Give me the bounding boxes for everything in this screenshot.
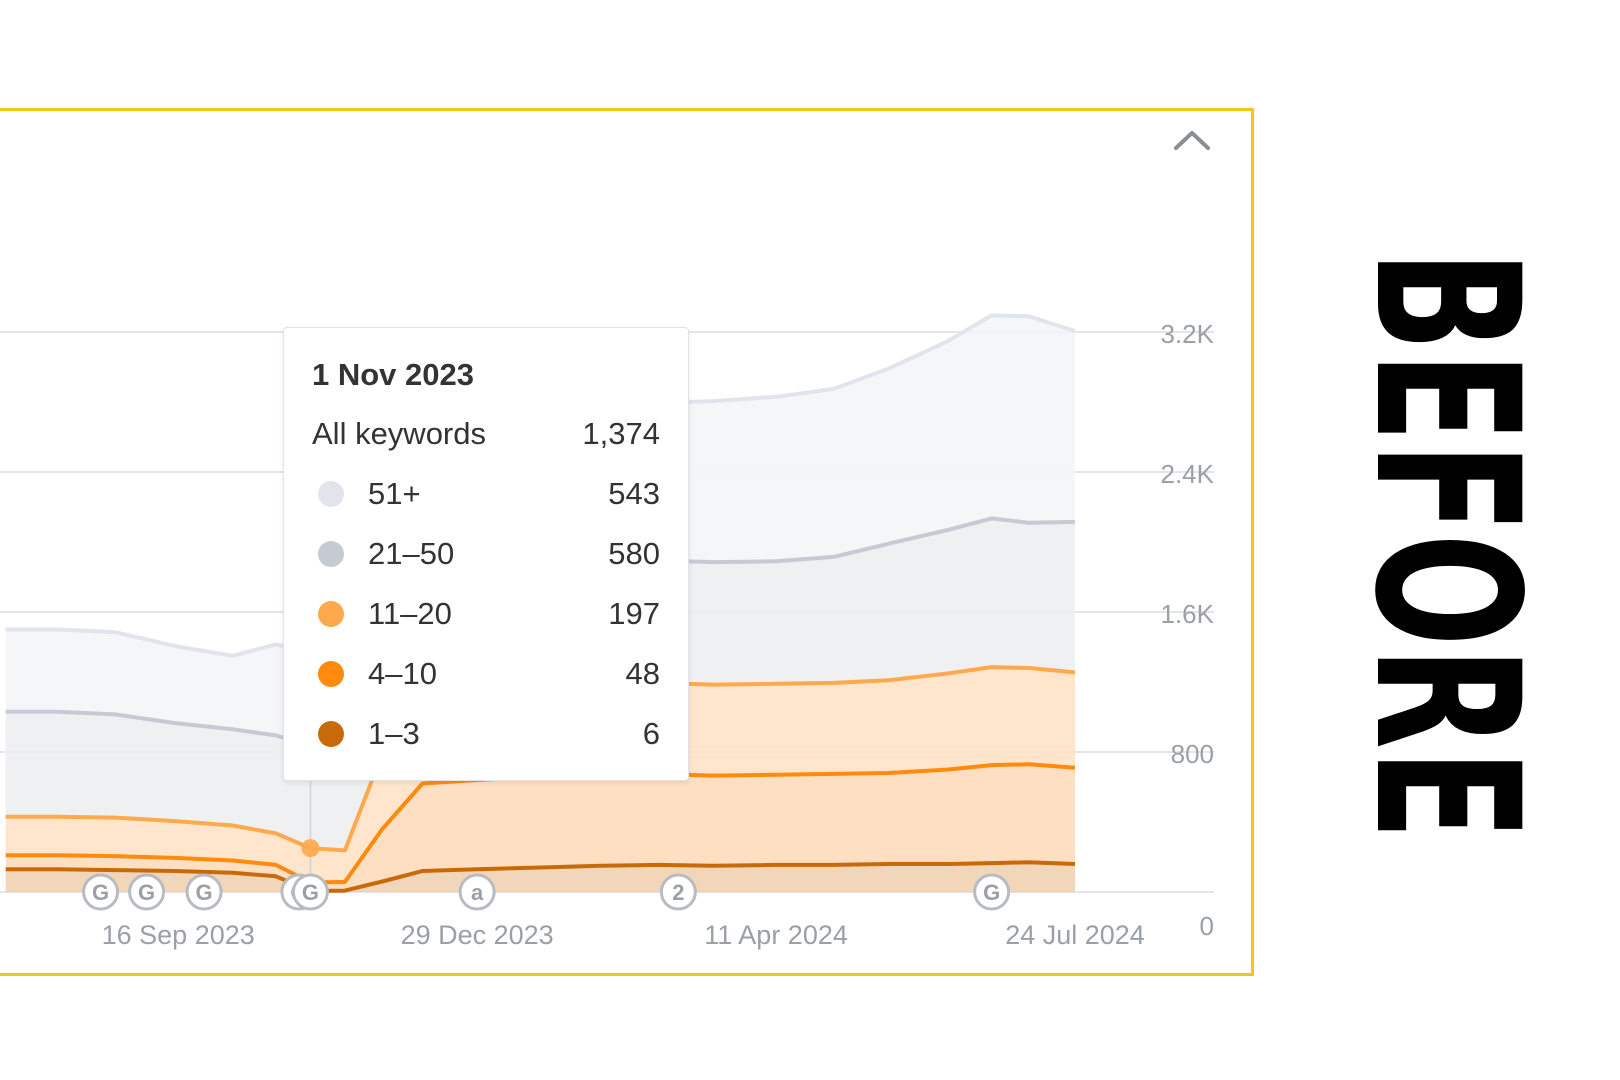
event-marker[interactable]: G [291, 873, 329, 911]
event-marker[interactable]: G [185, 873, 223, 911]
tooltip-row-value: 6 [642, 716, 660, 751]
tooltip-total-value: 1,374 [582, 416, 660, 451]
y-tick-label: 800 [1171, 739, 1214, 769]
event-marker[interactable]: 2 [659, 873, 697, 911]
y-tick-label: 2.4K [1161, 459, 1215, 489]
tooltip-total-row: All keywords 1,374 [312, 404, 660, 464]
tooltip-row-label: 21–50 [368, 536, 455, 571]
tooltip-row: 1–3 6 [312, 704, 660, 764]
tooltip-date: 1 Nov 2023 [312, 357, 474, 392]
tooltip-row: 51+ 543 [312, 464, 660, 524]
x-tick-label: 24 Jul 2024 [1005, 920, 1145, 950]
event-marker-label: G [138, 880, 155, 905]
event-marker[interactable]: a [458, 873, 496, 911]
tooltip-row: 4–10 48 [312, 644, 660, 704]
tooltip-total-label: All keywords [312, 416, 486, 451]
legend-dot [318, 541, 344, 567]
series-area [5, 862, 1076, 892]
x-tick-label: 11 Apr 2024 [704, 920, 848, 950]
event-marker-label: 2 [672, 880, 684, 905]
tooltip-row-value: 48 [625, 656, 660, 691]
chart-tooltip: 1 Nov 2023 All keywords 1,374 51+ 543 21… [283, 327, 689, 781]
tooltip-row-label: 4–10 [368, 656, 437, 691]
tooltip-row-label: 1–3 [368, 716, 420, 751]
tooltip-row-value: 580 [608, 536, 660, 571]
before-label: BEFORE [1366, 250, 1546, 840]
y-tick-label: 3.2K [1161, 319, 1215, 349]
event-marker-label: G [196, 880, 213, 905]
x-tick-label: 29 Dec 2023 [401, 920, 554, 950]
event-marker-label: G [983, 880, 1000, 905]
event-marker-label: a [471, 880, 484, 905]
tooltip-row-value: 543 [608, 476, 660, 511]
event-marker[interactable]: G [82, 873, 120, 911]
series-line [5, 860, 1076, 893]
chevron-up-icon[interactable] [1170, 124, 1214, 156]
hover-point [301, 839, 320, 858]
x-tick-label: 16 Sep 2023 [102, 920, 255, 950]
tooltip-row: 21–50 580 [312, 524, 660, 584]
event-marker-label: G [92, 880, 109, 905]
tooltip-row: 11–20 197 [312, 584, 660, 644]
series-area [5, 764, 1076, 891]
event-marker-label: G [302, 880, 319, 905]
tooltip-row-label: 11–20 [368, 596, 452, 631]
y-tick-label: 1.6K [1161, 599, 1215, 629]
event-marker[interactable]: G [128, 873, 166, 911]
legend-dot [318, 601, 344, 627]
tooltip-row-value: 197 [608, 596, 660, 631]
legend-dot [318, 481, 344, 507]
y-tick-label: 0 [1200, 911, 1214, 941]
tooltip-row-label: 51+ [368, 476, 421, 511]
legend-dot [318, 661, 344, 687]
event-marker[interactable]: G [973, 873, 1011, 911]
before-label-text: BEFORE [1366, 250, 1546, 840]
legend-dot [318, 721, 344, 747]
